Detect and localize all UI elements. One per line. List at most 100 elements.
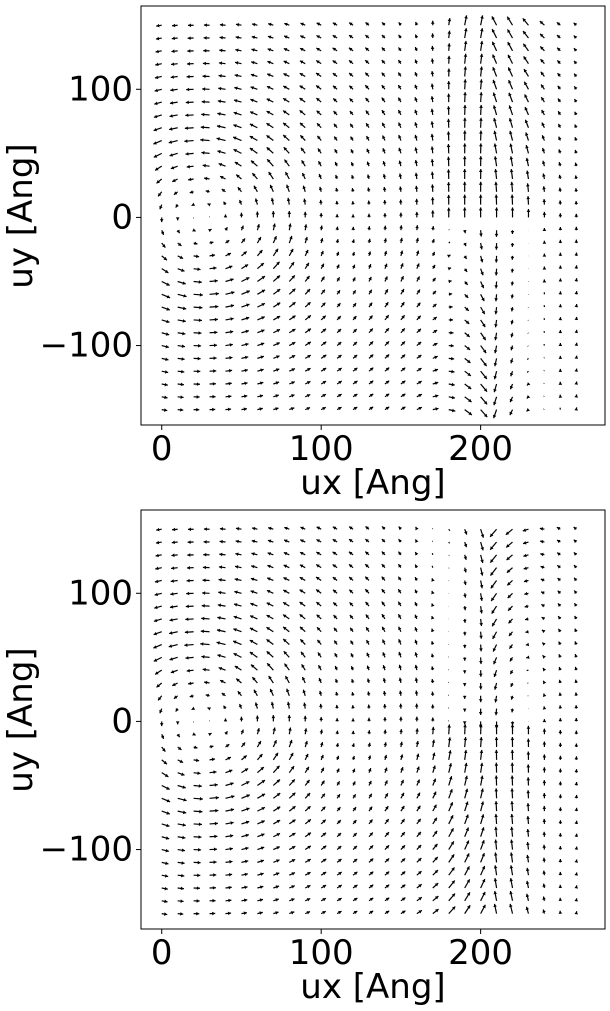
vector-arrowhead [414,185,419,189]
vector-arrowhead [480,534,485,538]
vector-arrowhead [182,306,187,311]
vector-arrowhead [574,590,578,594]
vector-arrowhead [451,893,456,897]
vector-arrowhead [558,265,563,269]
vector-arrowhead [186,566,191,570]
vector-arrowhead [253,689,257,694]
vector-arrowhead [414,639,418,644]
vector-arrowhead [415,539,419,543]
vector-arrowhead [351,201,355,205]
vector-arrowhead [463,594,467,598]
vector-arrowhead [196,911,200,916]
vector-arrowhead [466,333,470,337]
vector-arrowhead [186,74,190,79]
vector-arrowhead [540,33,544,38]
vector-arrowhead [216,124,221,129]
vector-arrowhead [218,74,222,78]
vector-arrowhead [256,224,261,228]
vector-arrowhead [170,592,174,596]
vector-arrowhead [574,717,579,721]
vector-arrowhead [542,767,547,771]
vector-arrowhead [430,71,435,75]
vector-arrowhead [306,911,311,915]
vector-arrowhead [542,896,546,900]
vector-arrow [526,357,529,360]
vector-arrowhead [384,767,388,772]
vector-arrowhead [366,161,371,166]
vector-arrowhead [434,856,438,861]
vector-arrowhead [154,579,159,584]
vector-arrowhead [574,833,579,837]
vector-arrowhead [274,752,279,757]
vector-arrowhead [318,665,322,669]
vector-arrowhead [450,356,455,361]
vector-arrowhead [558,317,563,321]
vector-arrowhead [431,251,435,256]
vector-arrowhead [365,85,369,89]
vector-arrowhead [249,652,254,656]
vector-arrowhead [369,832,373,836]
vector-arrowhead [219,527,224,531]
vector-arrowhead [430,184,435,188]
vector-arrowhead [266,98,271,102]
vector-arrowhead [558,654,562,658]
vector-arrowhead [433,342,438,347]
vector-arrowhead [574,175,578,179]
vector-arrowhead [542,818,547,822]
vector-arrowhead [283,122,287,127]
vector-arrowhead [194,241,198,246]
vector-arrowhead [299,97,304,102]
vector-arrowhead [213,266,217,270]
vector-arrowhead [175,721,180,725]
vector-arrowhead [283,564,288,568]
vector-arrowhead [491,597,495,601]
vector-arrowhead [239,212,244,216]
vector-arrowhead [543,680,547,685]
vector-arrowhead [198,835,202,839]
vector-arrowhead [348,564,353,568]
vector-arrowhead [385,897,390,901]
vector-arrowhead [252,22,256,27]
vector-arrowhead [169,101,174,105]
vector-arrowhead [306,275,310,280]
vector-arrowhead [319,729,324,733]
vector-arrowhead [175,204,179,208]
vector-arrowhead [154,88,158,93]
vector-arrow [448,528,451,532]
vector-arrowhead [558,355,563,359]
vector-arrowhead [299,564,304,568]
vector-arrowhead [492,92,497,97]
vector-arrowhead [229,834,234,838]
vector-arrowhead [192,228,196,232]
arrow-field [153,15,579,419]
vector-arrowhead [464,28,468,32]
vector-arrowhead [381,22,386,26]
vector-arrowhead [558,111,562,115]
vector-arrowhead [165,848,169,853]
vector-arrowhead [494,699,498,703]
vector-arrowhead [302,185,306,190]
vector-arrowhead [383,200,387,204]
vector-arrowhead [169,153,173,157]
y-tick-label: −100 [40,830,133,870]
vector-arrowhead [401,805,405,810]
vector-arrowhead [211,757,216,762]
vector-arrowhead [365,551,369,555]
vector-arrowhead [244,872,248,877]
vector-arrowhead [351,730,355,734]
vector-arrowhead [169,605,174,609]
vector-arrowhead [493,156,498,160]
vector-arrowhead [165,836,170,840]
vector-arrowhead [398,199,403,203]
vector-arrowhead [478,207,483,211]
vector-arrowhead [261,793,266,797]
vector-arrowhead [353,858,358,863]
vector-arrowhead [574,769,579,773]
vector-arrowhead [202,87,206,91]
vector-arrowhead [542,240,547,244]
vector-arrowhead [181,344,186,348]
vector-arrowhead [202,667,206,672]
vector-arrowhead [316,22,321,26]
vector-arrowhead [415,250,420,254]
vector-arrowhead [463,40,468,45]
